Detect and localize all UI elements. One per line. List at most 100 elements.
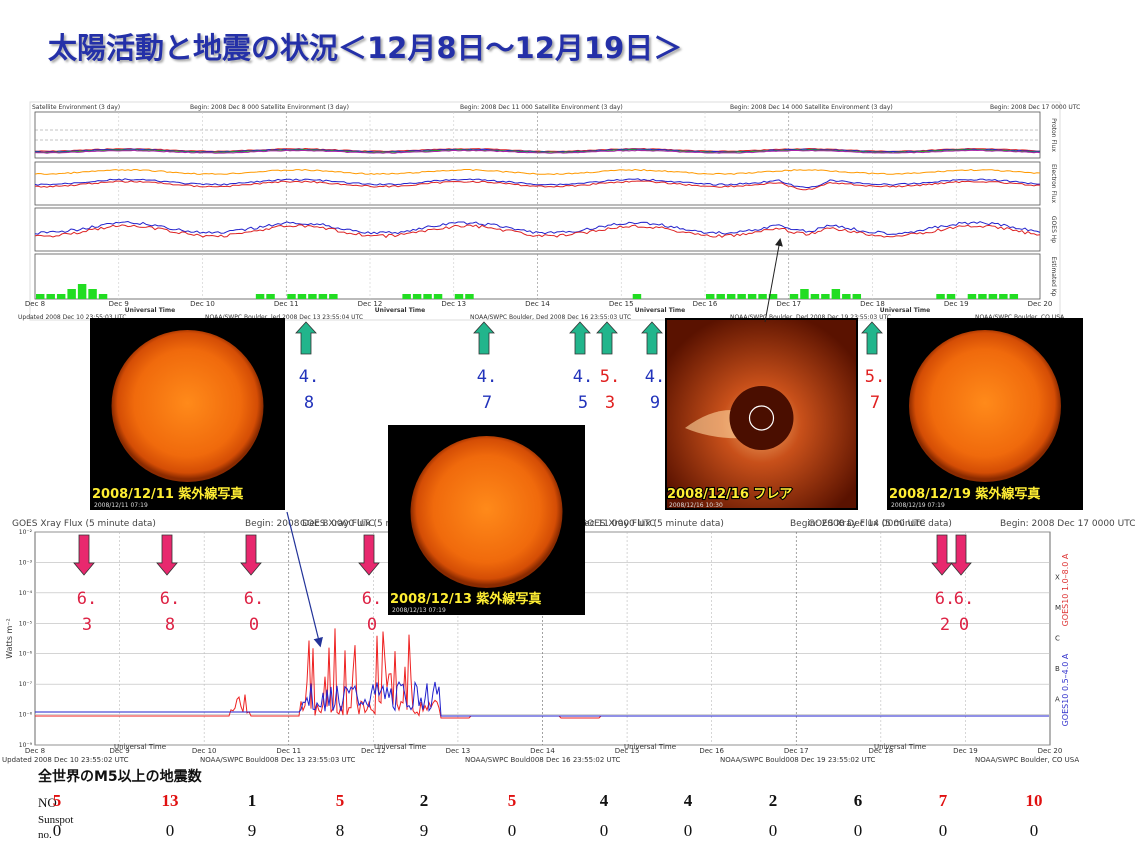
y-tick-label: 10⁻⁹: [19, 742, 33, 749]
quake-arrow: [473, 321, 495, 355]
magnitude: 5: [578, 393, 588, 413]
magnitude: 7: [482, 393, 492, 413]
kp-bar: [423, 294, 432, 299]
kp-bar: [98, 294, 108, 299]
sun-outline: [748, 405, 775, 431]
kp-bar: [706, 294, 715, 299]
magnitude: 7: [870, 393, 880, 413]
quake-arrows: 4.84.74.55.34.95.76.36.86.06.06.26.0: [73, 321, 974, 635]
x-axis-title: Universal Time: [874, 743, 926, 751]
quake-arrow: [931, 534, 953, 576]
class-label: X: [1055, 574, 1060, 582]
xray-long: [35, 628, 1049, 719]
y-axis-title: Watts m⁻²: [5, 618, 14, 659]
sun-disk: [410, 436, 563, 588]
date-label: Dec 12: [361, 747, 386, 755]
date-label: Dec 18: [860, 300, 885, 308]
class-label: M: [1055, 604, 1061, 612]
chart-header: Begin: 2008 Dec 8 000 Satellite Environm…: [190, 104, 349, 111]
cell: 5: [53, 791, 62, 810]
magnitude: 0: [959, 615, 969, 635]
cell: 0: [854, 821, 863, 840]
kp-bar: [465, 294, 474, 299]
row-label: NO: [38, 795, 57, 810]
x-axis-title: Universal Time: [374, 743, 426, 751]
kp-bar: [329, 294, 338, 299]
date-label: Dec 15: [615, 747, 640, 755]
row-label: no.: [38, 829, 52, 841]
cell: 2: [769, 791, 778, 810]
chart-header: Begin: 2008 Dec 11 0000 UTC: [520, 519, 655, 529]
photo-stamp: 2008/12/19 07:19: [891, 502, 945, 509]
magnitude: 4.: [645, 367, 665, 387]
kp-bar: [88, 289, 97, 299]
photo-caption: 2008/12/11 紫外線写真: [92, 486, 243, 502]
kp-bar: [999, 294, 1008, 299]
kp-bar: [56, 294, 66, 299]
kp-bar: [967, 294, 977, 299]
magnitude: 5.: [600, 367, 620, 387]
date-label: Dec 16: [693, 300, 718, 308]
kp-bar: [77, 284, 87, 299]
y-tick-label: 10⁻⁸: [19, 712, 33, 719]
cell: 0: [53, 821, 62, 840]
photo-stamp: 2008/12/16 10:30: [669, 502, 723, 509]
date-label: Dec 17: [776, 300, 801, 308]
chart-footer: NOAA/SWPC Boulder, led 2008 Dec 13 23:55…: [205, 314, 363, 321]
date-label: Dec 10: [192, 747, 217, 755]
chart-header: Begin: 2008 Dec 14 000 Satellite Environ…: [730, 104, 893, 111]
kp-bar: [36, 294, 45, 299]
date-label: Dec 17: [784, 747, 809, 755]
cell: 0: [769, 821, 778, 840]
row-label: Sunspot: [38, 814, 73, 826]
kp-bar: [433, 294, 443, 299]
x-axis-title: Universal Time: [624, 743, 676, 751]
date-label: Dec 11: [276, 747, 301, 755]
kp-bar: [800, 289, 809, 299]
date-label: Dec 15: [609, 300, 634, 308]
x-axis-title: Universal Time: [635, 307, 685, 314]
occulter: [729, 386, 794, 450]
chart-footer: NOAA/SWPC Bould008 Dec 19 23:55:02 UTC: [720, 756, 876, 764]
date-label: Dec 19: [944, 300, 969, 308]
magnitude: 3: [605, 393, 615, 413]
kp-bar: [308, 294, 317, 299]
kp-bar: [936, 294, 945, 299]
chart-header: GOES Xray Flux (5 minute data): [580, 519, 724, 529]
kp-bar: [412, 294, 422, 299]
cell: 13: [162, 791, 179, 810]
panel-label: Estimated Kp: [1050, 257, 1057, 297]
kp-bar: [810, 294, 820, 299]
cell: 8: [336, 821, 345, 840]
chart-footer: NOAA/SWPC Boulder, Ded 2008 Dec 19 23:55…: [730, 314, 891, 321]
kp-bar: [821, 294, 830, 299]
kp-bar: [266, 294, 275, 299]
kp-bar: [831, 289, 841, 299]
panel-label: Proton Flux: [1050, 118, 1057, 152]
panel-label: Electron Flux: [1050, 164, 1057, 203]
table-caption: 全世界のM5以上の地震数: [38, 768, 203, 785]
magnitude: 2: [940, 615, 950, 635]
y-tick-label: 10⁻⁵: [19, 620, 33, 627]
cell: 5: [336, 791, 345, 810]
xray-chart: GOES Xray Flux (5 minute data) GOES Xray …: [2, 519, 1135, 764]
magnitude: 9: [650, 393, 660, 413]
chart-footer: NOAA/SWPC Boulder, CO USA: [975, 756, 1079, 764]
cell: 0: [508, 821, 517, 840]
quake-arrow: [358, 534, 380, 576]
panel-label: GOES Hp: [1050, 216, 1057, 243]
chart-header: GOES Xray Flux (5 minute data): [300, 519, 444, 529]
magnitude: 6.: [362, 589, 382, 609]
x-axis-title: Universal Time: [114, 743, 166, 751]
kp-bar: [297, 294, 307, 299]
date-label: Dec 13: [446, 747, 471, 755]
cell: 2: [420, 791, 429, 810]
channel-label: GOES10 1.0–8.0 A: [1061, 553, 1070, 626]
kp-bar: [768, 294, 778, 299]
cell: 0: [684, 821, 693, 840]
chart-header: Begin: 2008 Dec 8 0000 UTC: [245, 519, 375, 529]
date-label: Dec 10: [190, 300, 215, 308]
chart-header: Satellite Environment (3 day): [32, 104, 120, 111]
date-label: Dec 8: [25, 747, 45, 755]
